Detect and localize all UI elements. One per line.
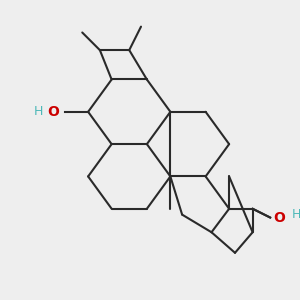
Text: H: H: [292, 208, 300, 221]
Text: H: H: [34, 105, 43, 118]
Text: O: O: [273, 211, 285, 225]
Text: O: O: [47, 105, 59, 119]
